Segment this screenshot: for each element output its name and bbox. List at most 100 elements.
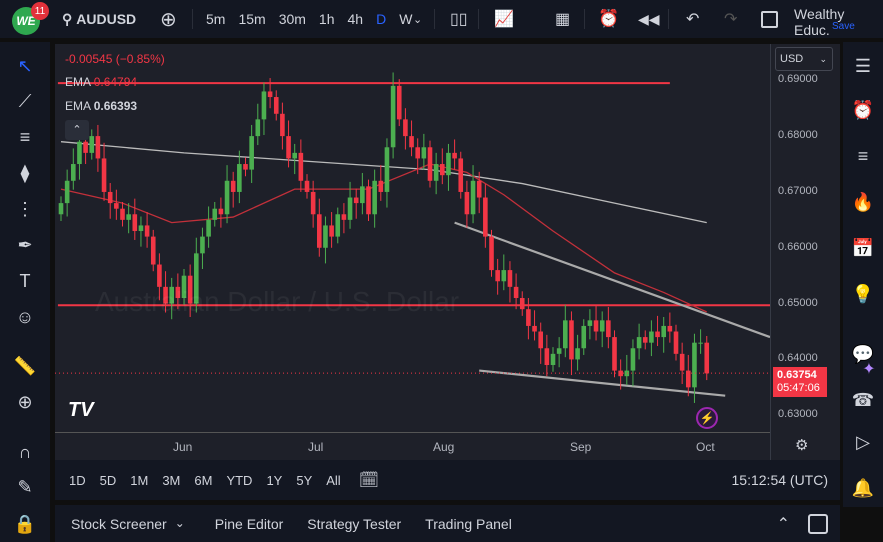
candle-body xyxy=(317,214,322,248)
undo-icon[interactable]: ↶ xyxy=(686,11,700,28)
sparkle-icon[interactable]: ✦ xyxy=(862,361,876,378)
range-3M[interactable]: 3M xyxy=(162,472,181,488)
layouts-icon[interactable]: ▦ xyxy=(555,11,571,28)
candle-body xyxy=(237,164,242,192)
notification-badge: 11 xyxy=(31,2,49,20)
chart-pane[interactable]: Australian Dollar / U.S. Dollar -0.00545… xyxy=(55,44,840,460)
redo-icon[interactable]: ↷ xyxy=(724,11,738,28)
price-chart[interactable] xyxy=(55,44,840,460)
candle-body xyxy=(593,320,599,332)
candle-body xyxy=(169,286,174,304)
lock-icon[interactable]: 🔒 xyxy=(13,514,37,534)
candle-body xyxy=(329,225,334,237)
candle-body xyxy=(458,158,464,192)
chevron-down-icon[interactable]: ⌄ xyxy=(174,515,185,530)
range-6M[interactable]: 6M xyxy=(194,472,213,488)
help-icon[interactable]: ☎ xyxy=(851,390,875,410)
date-range-calendar-icon[interactable]: 🗓 xyxy=(358,472,380,489)
range-1M[interactable]: 1M xyxy=(130,472,149,488)
range-5Y[interactable]: 5Y xyxy=(296,472,313,488)
candle-type-icon[interactable]: ▯▯ xyxy=(450,11,468,28)
candle-body xyxy=(698,342,703,344)
alert-icon[interactable]: ⏰ xyxy=(598,9,620,28)
candle-body xyxy=(120,208,125,220)
interval-30m[interactable]: 30m xyxy=(278,11,306,27)
candle-body xyxy=(655,331,660,338)
cursor-icon[interactable]: ↖ xyxy=(17,56,33,76)
zoom-icon[interactable]: ⊕ xyxy=(17,392,33,412)
trendline xyxy=(479,369,726,397)
ideas-bulb-icon[interactable]: 💡 xyxy=(851,284,875,304)
range-1Y[interactable]: 1Y xyxy=(266,472,283,488)
candle-body xyxy=(464,191,470,215)
object-tree-icon[interactable]: ≡ xyxy=(857,146,869,166)
ema-legend-fast[interactable]: EMA 0.64794 xyxy=(65,75,137,89)
watchlist-icon[interactable]: ☰ xyxy=(854,56,872,76)
emoji-icon[interactable]: ☺ xyxy=(15,307,35,327)
maximize-panel-icon[interactable] xyxy=(808,513,828,534)
collapse-legend-button[interactable]: ⌃ xyxy=(65,120,89,140)
range-1D[interactable]: 1D xyxy=(69,472,86,488)
tab-strategy-tester[interactable]: Strategy Tester xyxy=(307,515,402,532)
lightning-icon[interactable]: ⚡ xyxy=(696,407,718,429)
tab-stock-screener[interactable]: Stock Screener xyxy=(71,515,167,532)
price-scale[interactable]: USD ⌄ 0.69000 0.68000 0.67000 0.66000 0.65000… xyxy=(770,44,840,460)
replay-play-icon[interactable]: ▷ xyxy=(856,432,870,452)
range-YTD[interactable]: YTD xyxy=(226,472,253,488)
text-icon[interactable]: T xyxy=(19,271,31,291)
save-button[interactable]: Save xyxy=(832,21,855,32)
chevron-down-icon[interactable]: ⌄ xyxy=(413,13,423,26)
drawing-toolbar: ↖ ⟋ ≡ ⧫ ⋮ ✒ T ☺ 📏 ⊕ ∩ ✎ 🔒 xyxy=(0,42,50,542)
candle-body xyxy=(280,113,285,137)
projection-icon[interactable]: ⋮ xyxy=(16,199,34,219)
currency-select[interactable]: USD ⌄ xyxy=(775,47,833,71)
ema-legend-slow[interactable]: EMA 0.66393 xyxy=(65,99,138,113)
candle-body xyxy=(470,180,476,215)
brush-icon[interactable]: ✒ xyxy=(17,235,33,255)
notifications-bell-icon[interactable]: 🔔 xyxy=(851,478,875,498)
candle-body xyxy=(261,91,267,120)
tab-pine-editor[interactable]: Pine Editor xyxy=(214,515,284,532)
lock-drawing-icon[interactable]: ✎ xyxy=(17,477,33,497)
currency-label: USD xyxy=(780,53,804,65)
interval-5m[interactable]: 5m xyxy=(206,11,226,27)
candle-body xyxy=(163,286,168,304)
candle-body xyxy=(126,214,131,220)
chat-icon[interactable]: 💬 xyxy=(851,344,875,364)
trendline-icon[interactable]: ⟋ xyxy=(18,91,32,111)
interval-1h[interactable]: 1h xyxy=(318,11,335,27)
candle-body xyxy=(64,180,70,204)
interval-4h[interactable]: 4h xyxy=(347,11,364,27)
alarm-clock-icon[interactable]: ⏰ xyxy=(851,100,875,120)
account-name[interactable]: Wealthy Educ. xyxy=(794,6,845,38)
hotlist-fire-icon[interactable]: 🔥 xyxy=(851,192,875,212)
settings-gear-icon[interactable]: ⚙ xyxy=(795,437,809,454)
candle-body xyxy=(132,214,138,232)
calendar-icon[interactable]: 📅 xyxy=(851,238,875,258)
candle-body xyxy=(507,270,513,287)
compare-add-icon[interactable]: ⊕ xyxy=(160,8,177,31)
interval-W[interactable]: W xyxy=(399,11,413,27)
candle-body xyxy=(415,147,420,159)
clock-timezone[interactable]: 15:12:54 (UTC) xyxy=(731,472,828,488)
interval-15m[interactable]: 15m xyxy=(238,11,266,27)
fullscreen-icon[interactable] xyxy=(761,0,778,38)
expand-panel-icon[interactable]: ⌃ xyxy=(776,515,790,533)
magnet-icon[interactable]: ∩ xyxy=(18,442,32,462)
range-5D[interactable]: 5D xyxy=(99,472,117,488)
candle-body xyxy=(544,348,550,366)
fib-icon[interactable]: ≡ xyxy=(19,127,31,147)
candle-body xyxy=(403,119,408,137)
ruler-icon[interactable]: 📏 xyxy=(13,356,37,376)
range-All[interactable]: All xyxy=(326,472,341,488)
interval-D[interactable]: D xyxy=(376,11,387,27)
tab-trading-panel[interactable]: Trading Panel xyxy=(425,515,512,532)
candle-body xyxy=(378,180,384,192)
candle-body xyxy=(138,225,144,232)
candle-body xyxy=(206,219,211,237)
symbol-search[interactable]: ⚲ AUDUSD xyxy=(62,0,136,38)
replay-icon[interactable]: ◀◀ xyxy=(638,10,660,27)
indicators-icon[interactable]: 📈 xyxy=(494,11,514,28)
candle-body xyxy=(532,325,537,332)
pattern-icon[interactable]: ⧫ xyxy=(20,163,30,183)
